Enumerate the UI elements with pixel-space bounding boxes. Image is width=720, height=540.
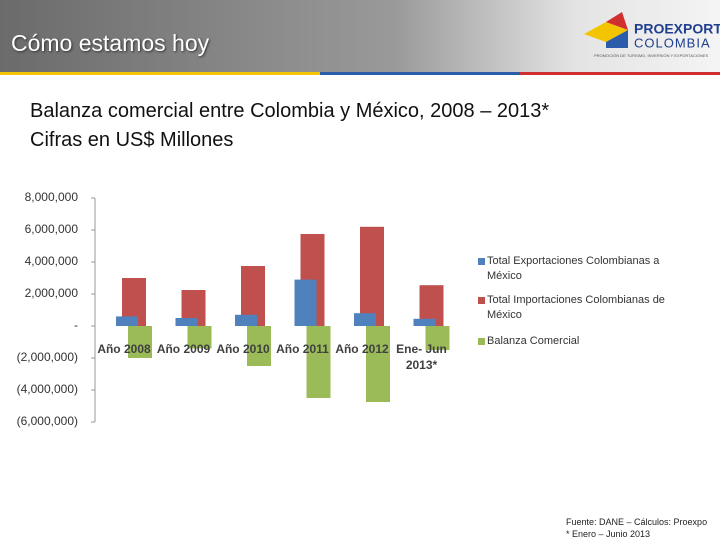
bar [187,326,212,349]
footnote: * Enero – Junio 2013 [566,529,651,539]
logo-name: PROEXPORT [634,21,720,37]
legend-swatch [478,258,485,265]
bar [366,326,390,402]
logo-country: COLOMBIA [634,35,711,50]
bar [354,313,376,326]
x-tick-label: Año 2009 [156,342,211,356]
y-tick-label: 2,000,000 [25,286,79,300]
logo-shape [606,12,628,30]
legend-swatch [478,297,485,304]
x-tick-label: Año 2008 [97,342,151,356]
bar [306,326,331,398]
header-stripe [520,72,720,75]
y-tick-label: 6,000,000 [25,222,79,236]
bar [175,318,198,326]
bar [413,318,436,326]
header-stripe [320,72,520,75]
logo-shape [584,22,628,42]
logo-tagline: PROMOCIÓN DE TURISMO, INVERSIÓN Y EXPORT… [594,53,709,58]
bar [235,314,257,326]
chart-title: Balanza comercial entre Colombia y Méxic… [30,100,550,122]
title-block: Balanza comercial entre Colombia y Méxic… [30,97,630,178]
footnote: Fuente: DANE – Cálculos: Proexpo [566,517,708,527]
logo-shape [606,30,628,48]
legend-label: Total Importaciones Colombianas de Méxic… [487,294,665,321]
bar [425,326,450,350]
y-tick-label: (2,000,000) [17,350,78,364]
bar [247,326,271,366]
chart-subtitle: Cifras en US$ Millones [30,129,234,151]
header-title: Cómo estamos hoy [11,30,210,56]
legend-swatch [478,338,485,345]
x-tick-label: Año 2011 [276,342,329,356]
bar [116,316,138,326]
legend-label: Total Exportaciones Colombianas a México [487,255,660,282]
y-tick-label: (6,000,000) [17,414,78,428]
x-tick-label: Año 2012 [335,342,389,356]
legend-label: Balanza Comercial [487,335,580,347]
y-tick-label: - [74,318,78,332]
x-tick-label: Ene- Jun 2013* [396,342,447,372]
bar [128,326,152,358]
x-tick-label: Año 2010 [216,342,270,356]
y-tick-label: (4,000,000) [17,382,78,396]
header-stripe [0,72,320,75]
y-tick-label: 8,000,000 [25,190,79,204]
bar [294,279,317,326]
bar [360,226,384,326]
y-tick-label: 4,000,000 [25,254,79,268]
